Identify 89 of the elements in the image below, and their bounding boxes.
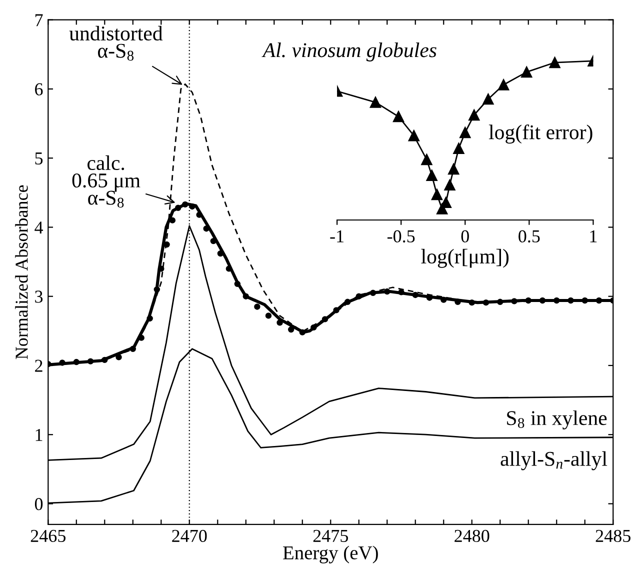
point: [426, 170, 438, 182]
point: [203, 226, 210, 232]
y-tick-label: 7: [35, 14, 43, 26]
y-tick-label: 1: [36, 428, 42, 441]
point: [525, 297, 532, 304]
point: [288, 326, 294, 333]
y-tick-label: 6: [35, 83, 43, 96]
point: [370, 96, 382, 108]
point: [116, 354, 122, 360]
point: [276, 320, 283, 326]
point: [421, 154, 432, 166]
annotation: allyl-S$_{n}$-allyl: [500, 451, 608, 470]
x-tick-label: 2475: [313, 530, 348, 542]
x-tick-label: -0.5: [387, 230, 415, 243]
point: [453, 142, 464, 154]
point: [482, 94, 494, 105]
point: [412, 292, 418, 298]
point: [299, 329, 306, 336]
point: [497, 298, 504, 305]
point: [398, 289, 404, 296]
y-axis-title: Normalized Absorbance: [15, 185, 28, 360]
x-tick-label: 0: [461, 230, 469, 242]
point: [511, 298, 518, 304]
point: [426, 294, 433, 301]
point: [549, 56, 560, 68]
point: [322, 316, 328, 322]
point: [146, 315, 153, 322]
x-tick-label: 2480: [454, 530, 490, 542]
point: [392, 111, 404, 122]
point: [596, 297, 602, 304]
point: [482, 299, 490, 306]
point: [440, 296, 447, 303]
point: [539, 297, 546, 304]
annotation: calc. 0.65 μm α-S$_{8}$: [72, 155, 140, 208]
point: [59, 360, 66, 366]
point: [265, 312, 272, 319]
point: [234, 280, 241, 288]
point: [254, 304, 260, 310]
point: [217, 250, 224, 257]
point: [102, 356, 108, 364]
point: [130, 346, 136, 352]
text: Al. vinosum globules: [262, 42, 436, 62]
y-tick-label: 0: [34, 498, 43, 510]
annotation: S$_{8}$ in xylene: [507, 410, 607, 430]
point: [310, 324, 317, 331]
point: [169, 217, 176, 224]
point: [154, 286, 160, 293]
point: [448, 164, 460, 175]
point: [468, 109, 480, 121]
point: [196, 212, 202, 218]
point: [468, 299, 475, 306]
point: [370, 290, 376, 296]
point: [87, 358, 94, 364]
y-tick-label: 4: [34, 222, 44, 234]
point: [210, 238, 216, 244]
point: [174, 204, 182, 211]
annotation: undistorted α-S$_{8}$: [69, 26, 163, 61]
x-tick-label: 2465: [30, 530, 66, 542]
x-tick-label: 1: [590, 230, 597, 242]
point: [242, 293, 249, 300]
x-tick-label: 2470: [172, 530, 207, 542]
point: [356, 293, 362, 300]
y-tick-label: 5: [35, 152, 43, 165]
point: [444, 179, 456, 191]
x-tick-label: -1: [330, 230, 344, 242]
point: [454, 298, 461, 305]
point: [182, 201, 188, 208]
point: [521, 66, 532, 78]
point: [164, 241, 170, 248]
point: [73, 358, 80, 366]
point: [408, 130, 420, 142]
point: [333, 307, 340, 314]
point: [460, 126, 471, 138]
point: [189, 203, 196, 210]
y-tick-label: 3: [35, 290, 43, 303]
point: [554, 297, 560, 304]
point: [384, 288, 390, 295]
x-tick-label: 2485: [596, 530, 630, 542]
x-axis-title: Energy (eV): [283, 546, 378, 564]
point: [226, 266, 232, 272]
point: [498, 79, 510, 90]
x-axis-title: log(r[μm]): [421, 248, 509, 268]
y-tick-label: 2: [35, 360, 42, 372]
point: [431, 188, 443, 200]
point: [582, 297, 588, 304]
y-axis-title: log(fit error): [488, 124, 592, 144]
point: [568, 297, 574, 304]
x-tick-label: 0.5: [518, 230, 540, 243]
point: [344, 298, 351, 305]
